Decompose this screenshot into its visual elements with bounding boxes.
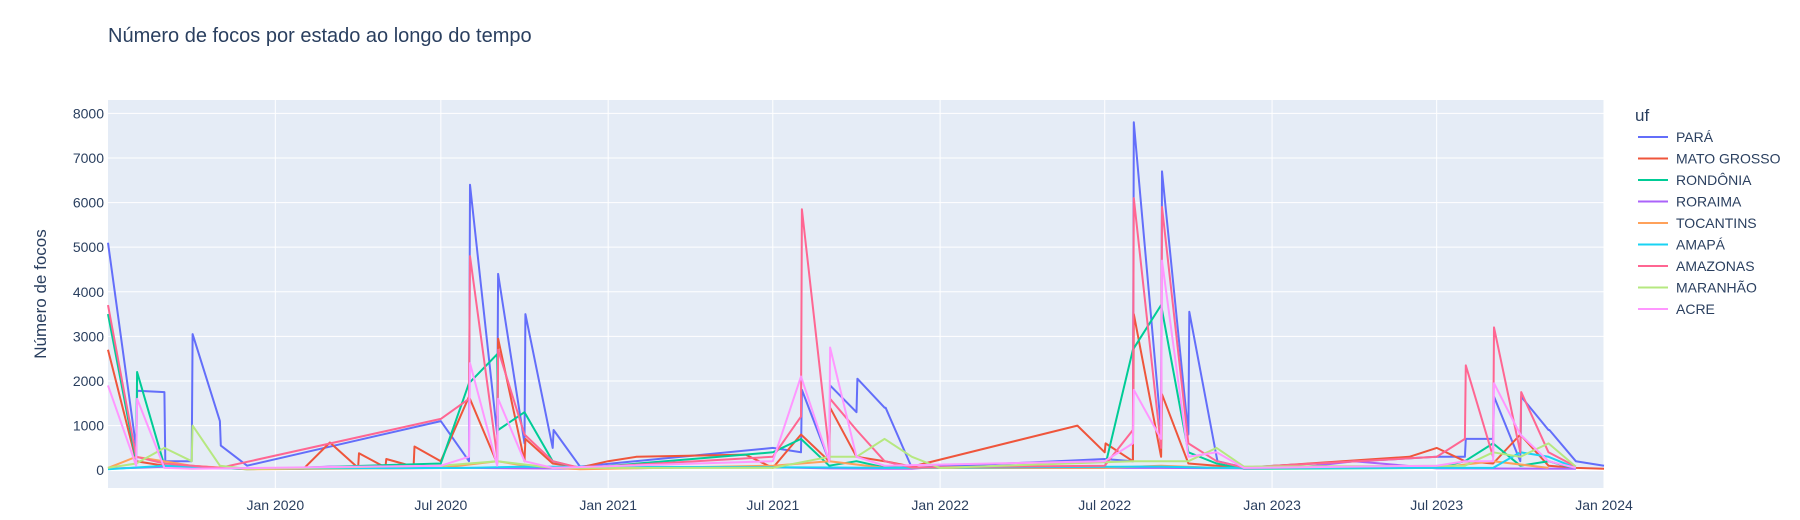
legend-label: PARÁ xyxy=(1676,129,1714,145)
legend-title: uf xyxy=(1635,106,1649,125)
x-tick-label: Jul 2020 xyxy=(414,497,467,513)
x-tick-label: Jul 2021 xyxy=(746,497,799,513)
y-axis-ticks: 0 1000 2000 3000 4000 5000 6000 7000 8000 xyxy=(73,105,104,478)
gridlines xyxy=(108,100,1605,488)
plot-area xyxy=(108,100,1604,488)
y-tick-label: 0 xyxy=(96,462,104,478)
x-tick-label: Jan 2023 xyxy=(1243,497,1301,513)
legend-item[interactable]: AMAPÁ xyxy=(1638,237,1726,253)
series-line xyxy=(107,121,1605,469)
x-tick-label: Jan 2021 xyxy=(579,497,637,513)
chart-title: Número de focos por estado ao longo do t… xyxy=(108,25,532,47)
legend-item[interactable]: TOCANTINS xyxy=(1638,215,1757,231)
legend-item[interactable]: RORAIMA xyxy=(1638,194,1742,210)
legend[interactable]: uf PARÁ MATO GROSSO RONDÔNIA RORAIMA TOCANTI… xyxy=(1635,106,1781,317)
legend-label: RORAIMA xyxy=(1676,194,1742,210)
legend-label: MATO GROSSO xyxy=(1676,151,1781,167)
legend-item[interactable]: PARÁ xyxy=(1638,129,1714,145)
legend-item[interactable]: MARANHÃO xyxy=(1638,280,1757,296)
series-line xyxy=(107,259,1577,470)
legend-item[interactable]: MATO GROSSO xyxy=(1638,151,1781,167)
y-tick-label: 3000 xyxy=(73,328,104,344)
legend-item[interactable]: ACRE xyxy=(1638,301,1715,317)
legend-label: AMAPÁ xyxy=(1676,237,1726,253)
legend-label: AMAZONAS xyxy=(1676,258,1755,274)
y-axis-title: Número de focos xyxy=(31,229,50,358)
y-tick-label: 6000 xyxy=(73,195,104,211)
y-tick-label: 5000 xyxy=(73,239,104,255)
x-tick-label: Jan 2024 xyxy=(1575,497,1633,513)
y-tick-label: 1000 xyxy=(73,418,104,434)
x-axis-ticks: Jan 2020 Jul 2020 Jan 2021 Jul 2021 Jan 2022… xyxy=(247,497,1633,513)
y-tick-label: 4000 xyxy=(73,284,104,300)
x-tick-label: Jan 2022 xyxy=(911,497,969,513)
series-layer xyxy=(107,121,1605,471)
y-tick-label: 8000 xyxy=(73,105,104,121)
x-tick-label: Jan 2020 xyxy=(247,497,305,513)
x-tick-label: Jul 2023 xyxy=(1410,497,1463,513)
y-tick-label: 2000 xyxy=(73,373,104,389)
x-tick-label: Jul 2022 xyxy=(1078,497,1131,513)
legend-item[interactable]: AMAZONAS xyxy=(1638,258,1755,274)
legend-label: TOCANTINS xyxy=(1676,215,1757,231)
legend-label: RONDÔNIA xyxy=(1676,172,1752,188)
y-tick-label: 7000 xyxy=(73,150,104,166)
legend-label: MARANHÃO xyxy=(1676,280,1757,296)
legend-label: ACRE xyxy=(1676,301,1715,317)
legend-item[interactable]: RONDÔNIA xyxy=(1638,172,1752,188)
